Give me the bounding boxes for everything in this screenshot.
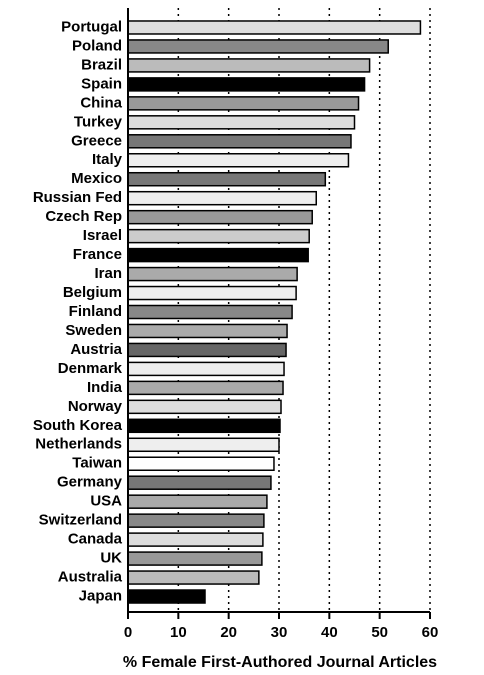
bar — [127, 532, 264, 547]
y-tick-label: Switzerland — [39, 512, 122, 529]
y-tick-label: France — [73, 246, 122, 263]
bar — [127, 437, 280, 453]
bar — [127, 304, 293, 320]
bar — [127, 153, 350, 168]
y-tick-label: Finland — [69, 303, 122, 320]
y-tick-label: Canada — [68, 531, 123, 548]
y-tick-label: Austria — [70, 341, 122, 358]
bar — [127, 361, 285, 377]
x-tick-label: 50 — [371, 624, 388, 641]
bar — [127, 380, 284, 396]
bar — [127, 494, 268, 509]
y-tick-label: Taiwan — [72, 455, 122, 472]
y-tick-label: Turkey — [74, 113, 123, 130]
y-tick-label: India — [87, 379, 123, 396]
bar — [127, 228, 310, 244]
bar — [127, 58, 371, 73]
bar — [127, 323, 288, 339]
y-tick-label: Sweden — [65, 322, 122, 339]
bar — [127, 77, 366, 92]
y-tick-label: USA — [90, 493, 122, 510]
y-tick-label: Israel — [83, 227, 122, 244]
bar — [127, 418, 281, 434]
y-tick-label: UK — [100, 550, 122, 567]
bar — [127, 589, 206, 604]
y-tick-label: Poland — [72, 37, 122, 54]
y-tick-label: China — [80, 94, 122, 111]
y-tick-label: Norway — [68, 398, 123, 415]
y-tick-label: Belgium — [63, 284, 122, 301]
bar — [127, 39, 389, 54]
y-tick-label: Japan — [79, 587, 122, 604]
bar — [127, 20, 422, 35]
y-tick-label: Netherlands — [35, 436, 122, 453]
bar — [127, 266, 298, 282]
y-tick-label: Portugal — [61, 18, 122, 35]
bar — [127, 209, 313, 225]
bar — [127, 399, 282, 415]
y-tick-label: Czech Rep — [45, 208, 122, 225]
bar — [127, 247, 309, 263]
bar — [127, 285, 297, 301]
y-tick-label: Germany — [57, 474, 123, 491]
x-axis-label: % Female First-Authored Journal Articles — [123, 654, 437, 671]
bar — [127, 570, 260, 585]
bar — [127, 115, 356, 130]
x-tick-label: 20 — [220, 624, 237, 641]
bar — [127, 475, 272, 490]
y-tick-label: Russian Fed — [33, 189, 122, 206]
y-tick-label: Greece — [71, 132, 122, 149]
y-tick-label: Italy — [92, 151, 123, 168]
x-tick-label: 60 — [422, 624, 439, 641]
x-tick-label: 0 — [124, 624, 132, 641]
x-tick-label: 40 — [321, 624, 338, 641]
bar — [127, 342, 287, 358]
bar — [127, 513, 265, 528]
bar — [127, 171, 327, 187]
y-tick-label: Denmark — [58, 360, 123, 377]
bar — [127, 456, 275, 471]
x-tick-label: 10 — [170, 624, 187, 641]
y-tick-label: Australia — [58, 569, 123, 586]
x-tick-label: 30 — [271, 624, 288, 641]
y-tick-label: Spain — [81, 75, 122, 92]
bar — [127, 134, 352, 149]
bar — [127, 190, 317, 206]
y-tick-label: South Korea — [33, 417, 123, 434]
bar — [127, 551, 263, 566]
y-tick-label: Brazil — [81, 56, 122, 73]
bar — [127, 96, 360, 111]
y-tick-label: Iran — [94, 265, 122, 282]
y-tick-label: Mexico — [71, 170, 122, 187]
